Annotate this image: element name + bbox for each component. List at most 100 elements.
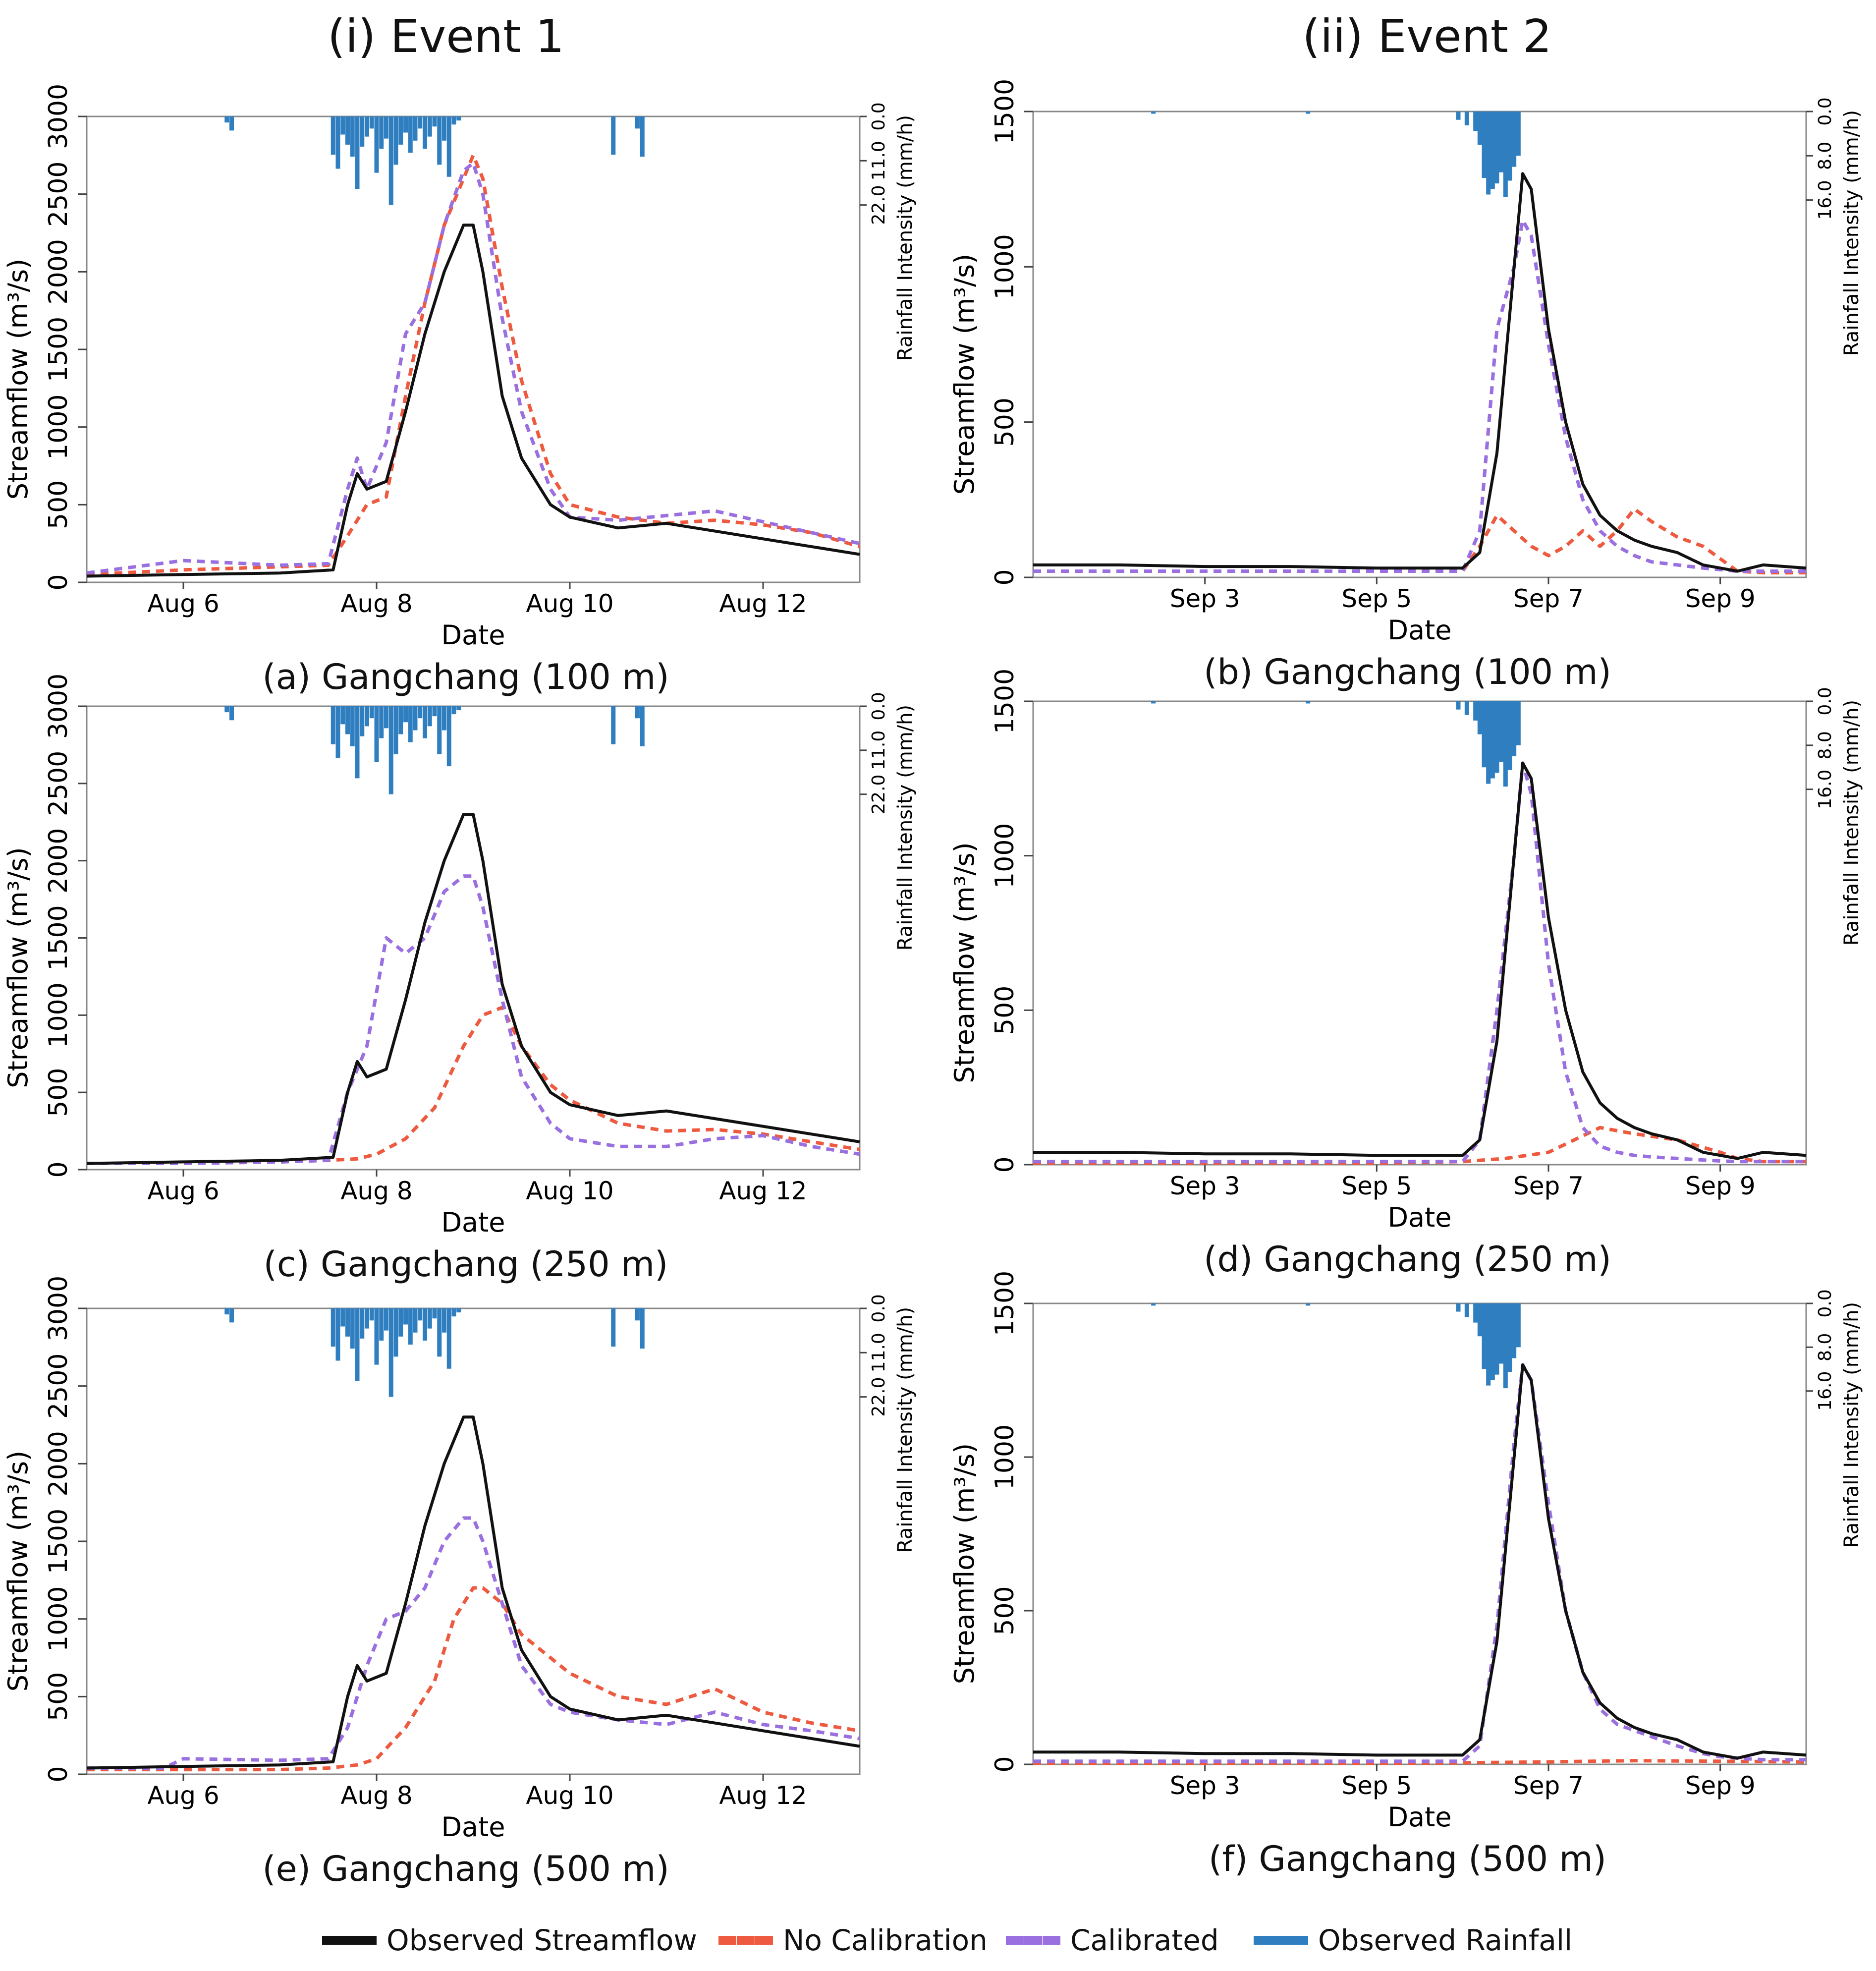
x-tick-label: Aug 6 (147, 589, 219, 618)
column-title-event-1: (i) Event 1 (328, 10, 564, 63)
y2-axis-label: Rainfall Intensity (mm/h) (894, 705, 917, 951)
y2-axis-label: Rainfall Intensity (mm/h) (1840, 110, 1863, 356)
chart-panel-e: 0 500 1000 1500 2000 2500 3000 0.0 11.0 22.0 Rainf… (0, 1269, 932, 1913)
y-tick-label: 2000 (44, 828, 73, 893)
x-tick-label: Aug 10 (526, 1781, 613, 1810)
y2-tick-label: 16.0 (1815, 1371, 1835, 1411)
legend-item-observed-streamflow: Observed Streamflow (322, 1923, 697, 1958)
series-line-no-calibration (1033, 1759, 1807, 1765)
chart-svg-d: 0 500 1000 1500 0.0 8.0 16.0 Rainfall Intensity… (949, 669, 1863, 1233)
x-tick-label: Sep 3 (1170, 1771, 1240, 1800)
y-tick-label: 0 (44, 1766, 73, 1782)
y-tick-label: 500 (44, 1672, 73, 1721)
y-tick-label: 500 (44, 480, 73, 529)
x-axis-label: Date (441, 1811, 505, 1843)
plot-frame (1032, 1302, 1807, 1765)
series-line-no-calibration (87, 1006, 860, 1165)
chart-svg-c: 0 500 1000 1500 2000 2500 3000 0.0 11.0 22.0 Rainf… (2, 674, 917, 1238)
x-tick-label: Sep 9 (1685, 1172, 1756, 1200)
y-axis-label: Streamflow (m³/s) (949, 1443, 980, 1684)
y2-axis-label: Rainfall Intensity (mm/h) (1840, 1302, 1863, 1548)
x-tick-label: Sep 5 (1341, 1771, 1412, 1800)
y2-tick-label: 22.0 (869, 1377, 889, 1417)
y2-axis-label: Rainfall Intensity (mm/h) (1840, 700, 1863, 946)
x-tick-label: Sep 7 (1513, 1771, 1584, 1800)
series-line-calibrated (86, 161, 860, 575)
y-tick-label: 0 (44, 1161, 73, 1178)
y-tick-label: 2500 (44, 751, 73, 816)
chart-svg-e: 0 500 1000 1500 2000 2500 3000 0.0 11.0 22.0 Rainf… (2, 1276, 917, 1843)
x-tick-label: Aug 8 (340, 589, 412, 618)
plot-frame (1032, 111, 1807, 578)
y2-tick-label: 22.0 (869, 775, 889, 814)
y-tick-label: 1500 (44, 905, 73, 970)
y2-tick-label: 11.0 (869, 731, 889, 770)
y-axis-label: Streamflow (m³/s) (2, 847, 34, 1088)
y2-axis-label: Rainfall Intensity (mm/h) (894, 115, 917, 361)
y-tick-label: 1500 (990, 669, 1020, 734)
plot-frame (86, 705, 861, 1171)
panel-caption-d: (d) Gangchang (250 m) (1204, 1239, 1611, 1280)
x-tick-label: Sep 5 (1341, 584, 1412, 613)
x-tick-label: Aug 6 (147, 1177, 219, 1205)
legend-swatch-observed-rainfall (1254, 1936, 1308, 1945)
y-tick-label: 0 (990, 569, 1020, 585)
x-axis-label: Date (441, 1207, 505, 1238)
x-tick-label: Aug 8 (340, 1781, 412, 1810)
y-tick-label: 0 (44, 574, 73, 590)
y2-axis-label: Rainfall Intensity (mm/h) (894, 1307, 917, 1553)
x-tick-label: Aug 10 (526, 589, 613, 618)
x-tick-label: Aug 8 (340, 1177, 412, 1205)
series-line-observed-streamflow (86, 224, 860, 578)
y2-tick-label: 8.0 (1815, 1333, 1835, 1361)
panel-caption-a: (a) Gangchang (100 m) (262, 657, 669, 697)
x-axis-label: Date (1387, 615, 1451, 646)
y-tick-label: 1000 (990, 823, 1020, 888)
y-tick-label: 500 (990, 1586, 1020, 1635)
panel-caption-f: (f) Gangchang (500 m) (1209, 1839, 1606, 1879)
chart-svg-f: 0 500 1000 1500 0.0 8.0 16.0 Rainfall Intensity… (949, 1271, 1863, 1833)
y-tick-label: 3000 (44, 674, 73, 739)
series-line-observed-streamflow (1033, 761, 1807, 1160)
x-tick-label: Aug 12 (719, 1781, 807, 1810)
y-tick-label: 1500 (990, 1271, 1020, 1336)
x-tick-label: Aug 12 (719, 1177, 807, 1205)
series-line-no-calibration (86, 153, 860, 576)
y2-tick-label: 22.0 (869, 185, 889, 225)
y-tick-label: 2500 (44, 1353, 73, 1418)
y-tick-label: 1000 (44, 982, 73, 1048)
y-tick-label: 0 (990, 1156, 1020, 1173)
y-axis-label: Streamflow (m³/s) (2, 259, 34, 500)
y2-tick-label: 0.0 (869, 1294, 889, 1322)
series-line-observed-streamflow (86, 813, 860, 1165)
y-tick-label: 0 (990, 1756, 1020, 1772)
plot-frame (86, 115, 861, 583)
series-line-calibrated (1033, 761, 1806, 1164)
x-axis-label: Date (1387, 1802, 1451, 1833)
y-tick-label: 500 (990, 397, 1020, 447)
series-line-no-calibration (87, 1586, 860, 1772)
panel-caption-e: (e) Gangchang (500 m) (262, 1849, 669, 1889)
y2-tick-label: 0.0 (869, 102, 889, 130)
y-tick-label: 1500 (44, 317, 73, 382)
y-axis-label: Streamflow (m³/s) (949, 254, 980, 495)
x-tick-label: Sep 3 (1170, 1172, 1240, 1200)
legend-item-observed-rainfall: Observed Rainfall (1254, 1923, 1572, 1958)
y2-tick-label: 8.0 (1815, 142, 1835, 170)
y2-tick-label: 0.0 (1815, 97, 1835, 125)
legend-swatch-observed-streamflow (322, 1936, 377, 1945)
panel-caption-b: (b) Gangchang (100 m) (1204, 652, 1611, 692)
x-tick-label: Sep 7 (1513, 1172, 1584, 1200)
y2-tick-label: 0.0 (1815, 687, 1835, 715)
series-line-no-calibration (1033, 507, 1806, 575)
series-line-calibrated (1033, 1363, 1806, 1763)
x-tick-label: Sep 9 (1685, 584, 1756, 613)
legend-label-observed-rainfall: Observed Rainfall (1318, 1923, 1573, 1957)
chart-svg-b: 0 500 1000 1500 0.0 8.0 16.0 Rainfall Intensity… (949, 79, 1863, 646)
y2-tick-label: 16.0 (1815, 770, 1835, 809)
y2-tick-label: 16.0 (1815, 180, 1835, 220)
y-tick-label: 1000 (990, 1424, 1020, 1490)
legend-item-no-calibration: No Calibration (718, 1923, 988, 1958)
chart-panel-c: 0 500 1000 1500 2000 2500 3000 0.0 11.0 22.0 Rainf… (0, 664, 932, 1289)
y-tick-label: 1000 (44, 394, 73, 459)
